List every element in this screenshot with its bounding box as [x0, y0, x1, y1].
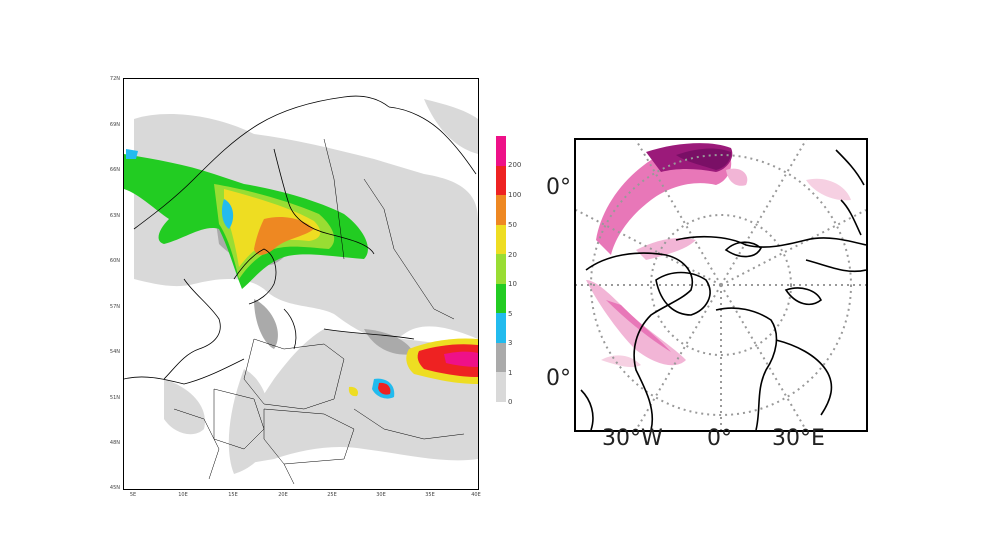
x-tick-label: 30E: [376, 492, 386, 498]
x-tick-label: 40E: [471, 492, 481, 498]
lon-label: 30°W: [602, 426, 663, 451]
colorbar-label: 200: [508, 161, 522, 169]
y-tick-label: 60N: [109, 258, 120, 264]
europe-map-canvas: [124, 95, 478, 485]
y-tick-label: 54N: [109, 349, 120, 355]
y-tick-label: 66N: [109, 167, 120, 173]
y-tick-label: 51N: [109, 395, 120, 401]
europe-concentration-map: [123, 78, 479, 490]
colorbar-label: 100: [508, 191, 522, 199]
lon-label: 0°: [707, 426, 732, 451]
lon-label: 30°E: [772, 426, 825, 451]
colorbar-segment-200: [496, 136, 506, 166]
graticule-layer: [576, 140, 866, 430]
plume-layer: [586, 143, 851, 368]
colorbar-segment-3: [496, 313, 506, 343]
colorbar-label: 50: [508, 221, 517, 229]
y-tick-label: 45N: [109, 485, 120, 491]
colorbar-segment-5: [496, 284, 506, 313]
polar-map-canvas: [576, 140, 866, 430]
y-tick-label: 69N: [109, 122, 120, 128]
y-tick-label: 48N: [109, 440, 120, 446]
polar-plume-map: [574, 138, 868, 432]
colorbar-label: 5: [508, 310, 513, 318]
colorbar-label: 10: [508, 280, 517, 288]
x-tick-label: 5E: [129, 492, 137, 498]
gray-field-layer: [134, 99, 478, 474]
lat-label: 0°: [546, 175, 571, 200]
colorbar-segment-1: [496, 343, 506, 372]
colorbar-segment-50: [496, 195, 506, 225]
colorbar-segment-0: [496, 372, 506, 402]
borders-layer: [173, 138, 465, 485]
x-tick-label: 25E: [327, 492, 337, 498]
colorbar-segment-20: [496, 225, 506, 254]
x-tick-label: 10E: [178, 492, 188, 498]
colorbar-label: 0: [508, 398, 513, 406]
x-tick-label: 15E: [228, 492, 238, 498]
colorbar-label: 1: [508, 369, 513, 377]
eastern-plume: [348, 338, 478, 399]
colorbar-label: 3: [508, 339, 513, 347]
colorbar-segment-100: [496, 166, 506, 195]
colorbar-segment-10: [496, 254, 506, 284]
lat-label: 0°: [546, 366, 571, 391]
polar-coastlines: [580, 149, 866, 430]
x-tick-label: 20E: [278, 492, 288, 498]
y-tick-label: 63N: [109, 213, 120, 219]
colorbar: [496, 136, 506, 402]
x-tick-label: 35E: [425, 492, 435, 498]
y-tick-label: 72N: [109, 76, 120, 82]
coastlines-layer: [124, 95, 477, 385]
colorbar-label: 20: [508, 251, 517, 259]
y-tick-label: 57N: [109, 304, 120, 310]
